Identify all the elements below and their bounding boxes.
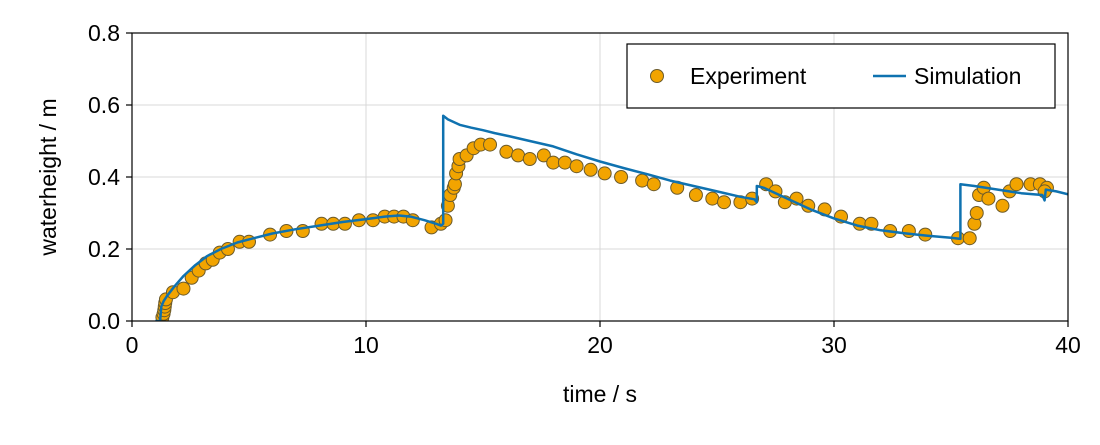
experiment-point	[705, 191, 720, 206]
simulation-line	[155, 114, 1068, 321]
experiment-point	[499, 144, 514, 159]
experiment-point	[995, 198, 1010, 213]
experiment-point	[717, 195, 732, 210]
series-layer	[155, 114, 1068, 321]
experiment-point	[569, 159, 584, 174]
ticks: 0 10 20 30 40 0.0 0.2 0.4 0.6 0.8	[88, 20, 1081, 358]
legend-experiment-marker	[650, 69, 664, 83]
experiment-point	[522, 152, 537, 166]
legend-experiment-label: Experiment	[690, 63, 807, 89]
experiment-point	[557, 155, 572, 170]
experiment-point	[614, 170, 629, 184]
experiment-point	[981, 191, 996, 206]
y-axis-label: waterheight / m	[35, 98, 61, 256]
experiment-point	[337, 216, 352, 231]
x-tick-label: 40	[1055, 332, 1081, 358]
experiment-point	[366, 213, 381, 228]
x-tick-label: 10	[353, 332, 379, 358]
x-tick-label: 20	[587, 332, 613, 358]
experiment-point	[1009, 177, 1024, 192]
y-tick-label: 0.4	[88, 164, 120, 190]
experiment-point	[969, 206, 984, 220]
experiment-point	[546, 155, 561, 170]
y-tick-label: 0.0	[88, 308, 120, 334]
y-tick-label: 0.2	[88, 236, 120, 262]
experiment-point	[483, 137, 498, 152]
legend-box	[626, 43, 1056, 109]
y-tick-label: 0.6	[88, 92, 120, 118]
experiment-point	[901, 224, 916, 238]
experiment-point	[646, 177, 661, 192]
experiment-point	[597, 166, 612, 181]
legend-simulation-label: Simulation	[914, 63, 1021, 89]
experiment-point	[511, 148, 526, 163]
experiment-point	[536, 148, 551, 163]
legend: Experiment Simulation	[626, 43, 1056, 109]
experiment-point	[176, 281, 191, 296]
experiment-point	[962, 231, 977, 246]
x-tick-label: 30	[821, 332, 847, 358]
experiment-point	[635, 173, 650, 188]
y-tick-label: 0.8	[88, 20, 120, 46]
experiment-point	[583, 162, 598, 177]
x-tick-label: 0	[126, 332, 139, 358]
experiment-point	[688, 188, 703, 202]
x-axis-label: time / s	[563, 381, 637, 407]
